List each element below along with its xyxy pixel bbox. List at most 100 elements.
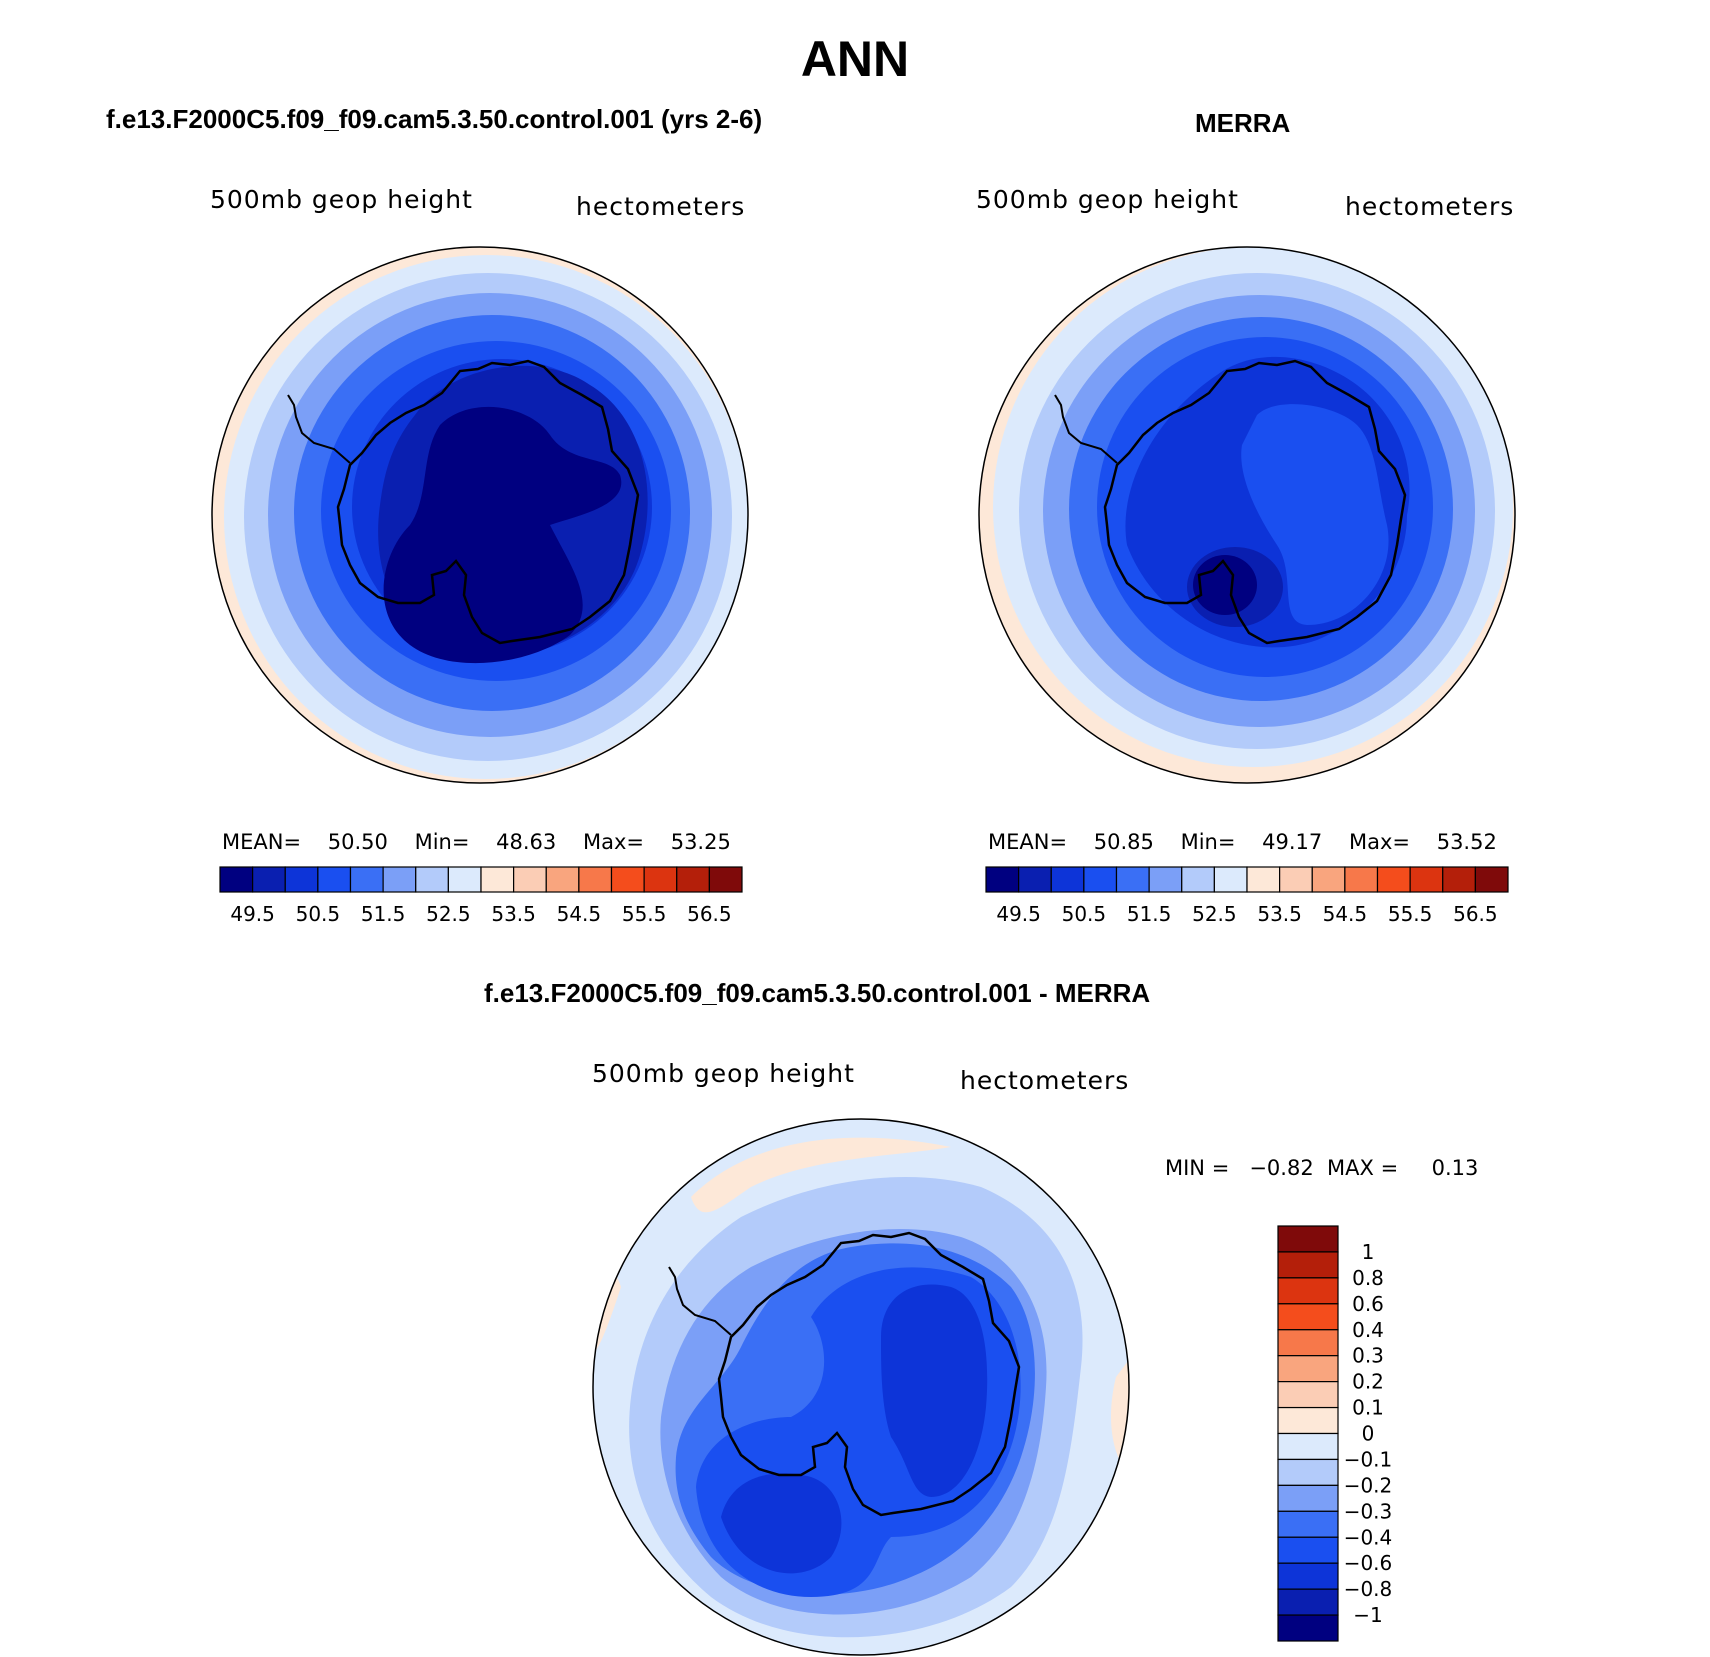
map-2-center-light [1241, 404, 1389, 625]
colorbar-1-tick-label: 53.5 [491, 902, 536, 926]
panel-3-min-value: −0.82 [1249, 1156, 1314, 1180]
colorbar-1-swatch [545, 866, 580, 893]
panel-1-min-value: 48.63 [496, 830, 557, 854]
colorbar-3-swatch [1277, 1251, 1339, 1279]
map-3-band-mid-southwest [721, 1473, 842, 1574]
panel-2-map [978, 246, 1516, 784]
colorbar-1-swatch [676, 866, 710, 893]
colorbar-1-tick-label: 56.5 [687, 902, 732, 926]
colorbar-2-tick-label: 51.5 [1127, 902, 1172, 926]
colorbar-1-tick-label: 54.5 [557, 902, 602, 926]
colorbar-2-tick-label: 53.5 [1257, 902, 1302, 926]
colorbar-1-swatch [447, 866, 482, 893]
panel-3-min-label: MIN = [1165, 1156, 1230, 1180]
panel-1-title: f.e13.F2000C5.f09_f09.cam5.3.50.control.… [106, 104, 763, 134]
colorbar-2-swatch [1474, 866, 1509, 893]
panel-3-variable-label: 500mb geop height [592, 1059, 855, 1088]
colorbar-1-swatch [317, 866, 352, 893]
colorbar-2-swatch [1148, 866, 1183, 893]
panel-3-map [592, 1118, 1130, 1656]
panel-2-min-label: Min= [1180, 830, 1236, 854]
panel-1-colorbar: 49.5 50.5 51.5 52.5 53.5 54.5 55.5 56.5 [219, 866, 743, 926]
colorbar-2-swatch [1083, 866, 1118, 893]
colorbar-2-tick-label: 55.5 [1388, 902, 1433, 926]
panel-3-units-label: hectometers [960, 1066, 1130, 1095]
colorbar-3-swatch [1277, 1406, 1339, 1435]
colorbar-3-tick-label: −1 [1353, 1603, 1382, 1627]
colorbar-3-tick-label: −0.3 [1344, 1499, 1393, 1523]
colorbar-3-tick-label: −0.1 [1344, 1447, 1393, 1471]
panel-1-stats: MEAN= 50.50 Min= 48.63 Max= 53.25 [222, 830, 731, 854]
colorbar-1-swatch [349, 866, 384, 893]
colorbar-3-tick-label: 1 [1362, 1240, 1375, 1264]
colorbar-3-swatch [1277, 1432, 1339, 1461]
colorbar-3-swatch [1277, 1510, 1339, 1538]
panel-3-max-label: MAX = [1327, 1156, 1399, 1180]
panel-3-max-value: 0.13 [1431, 1156, 1479, 1180]
colorbar-3-swatch [1277, 1381, 1339, 1409]
colorbar-3-tick-label: 0.4 [1352, 1318, 1384, 1342]
colorbar-1-swatch [513, 866, 547, 893]
colorbar-3-swatch [1277, 1355, 1339, 1383]
colorbar-1-tick-label: 55.5 [622, 902, 667, 926]
colorbar-3-tick-label: −0.4 [1344, 1525, 1393, 1549]
colorbar-3-swatch [1277, 1329, 1339, 1357]
panel-2-colorbar: 49.5 50.5 51.5 52.5 53.5 54.5 55.5 56.5 [985, 866, 1509, 926]
colorbar-2-tick-label: 52.5 [1192, 902, 1237, 926]
colorbar-3-swatch [1277, 1458, 1339, 1486]
colorbar-2-tick-label: 56.5 [1453, 902, 1498, 926]
panel-2-stats: MEAN= 50.85 Min= 49.17 Max= 53.52 [988, 830, 1497, 854]
colorbar-1-swatch [610, 866, 645, 893]
colorbar-3-swatch [1277, 1277, 1339, 1305]
map-2-band-deep [1193, 555, 1257, 615]
colorbar-3-tick-label: −0.6 [1344, 1551, 1393, 1575]
panel-2-variable-label: 500mb geop height [976, 185, 1239, 214]
panel-2-title: MERRA [1195, 108, 1291, 138]
colorbar-2-swatch [1344, 866, 1379, 893]
map-3-band-mid [881, 1284, 988, 1497]
colorbar-3-swatch [1277, 1303, 1339, 1331]
colorbar-2-swatch [1050, 866, 1085, 893]
colorbar-1-tick-label: 49.5 [230, 902, 275, 926]
map-2-peninsula [1054, 394, 1118, 464]
panel-3-title: f.e13.F2000C5.f09_f09.cam5.3.50.control.… [484, 978, 1151, 1008]
colorbar-3-tick-label: −0.8 [1344, 1577, 1393, 1601]
colorbar-1-swatch [284, 866, 319, 893]
colorbar-2-tick-label: 50.5 [1062, 902, 1107, 926]
panel-1-variable-label: 500mb geop height [210, 185, 473, 214]
colorbar-1-swatch [219, 866, 254, 893]
colorbar-1-tick-label: 52.5 [426, 902, 471, 926]
colorbar-2-swatch [1018, 866, 1052, 893]
panel-1-min-label: Min= [414, 830, 470, 854]
colorbar-1-tick-label: 51.5 [361, 902, 406, 926]
panel-1-mean-label: MEAN= [222, 830, 302, 854]
colorbar-1-tick-label: 50.5 [296, 902, 341, 926]
panel-2-min-value: 49.17 [1262, 830, 1323, 854]
colorbar-2-swatch [1279, 866, 1313, 893]
colorbar-1-swatch [382, 866, 417, 893]
colorbar-3-tick-label: 0.3 [1352, 1344, 1384, 1368]
colorbar-3-swatch [1277, 1484, 1339, 1512]
panel-2-mean-value: 50.85 [1093, 830, 1154, 854]
colorbar-2-swatch [1181, 866, 1215, 893]
colorbar-2-swatch [1115, 866, 1150, 893]
colorbar-3-tick-label: 0 [1362, 1422, 1375, 1446]
colorbar-1-swatch [643, 866, 678, 893]
colorbar-1-swatch [708, 866, 743, 893]
colorbar-3-swatch [1277, 1536, 1339, 1564]
colorbar-1-swatch [415, 866, 449, 893]
colorbar-2-swatch [1311, 866, 1346, 893]
map-2-coastline [1103, 359, 1407, 645]
map-1-coastline [336, 359, 640, 645]
colorbar-2-tick-label: 54.5 [1323, 902, 1368, 926]
map-1-band-deep [383, 406, 622, 664]
panel-2-max-value: 53.52 [1436, 830, 1497, 854]
figure-title: ANN [800, 31, 910, 87]
colorbar-2-swatch [1213, 866, 1248, 893]
panel-2-mean-label: MEAN= [988, 830, 1068, 854]
panel-2-units-label: hectometers [1345, 192, 1515, 221]
colorbar-1-swatch [578, 866, 613, 893]
colorbar-2-swatch [1376, 866, 1411, 893]
colorbar-3-tick-label: −0.2 [1344, 1473, 1393, 1497]
panel-1-mean-value: 50.50 [327, 830, 388, 854]
